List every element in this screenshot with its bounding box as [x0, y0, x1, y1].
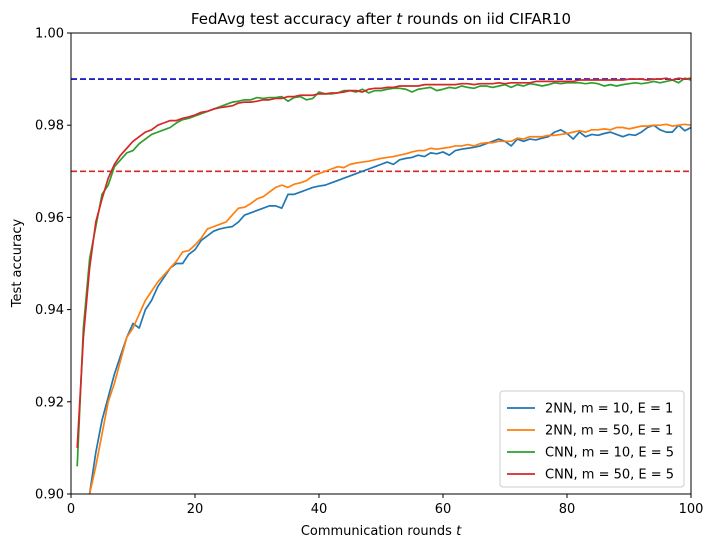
y-tick-label: 0.94 [35, 303, 64, 318]
legend: 2NN, m = 10, E = 1 2NN, m = 50, E = 1 CNN,… [499, 390, 685, 488]
series-line-2 [88, 123, 691, 494]
legend-label: 2NN, m = 50, E = 1 [545, 424, 673, 439]
y-axis-label: Test accuracy [10, 219, 25, 309]
y-tick-label: 0.96 [35, 211, 64, 226]
y-axis: 0.90 0.92 0.94 0.96 0.98 1.00 [35, 27, 71, 503]
reference-lines [71, 78, 691, 173]
plot-frame [70, 32, 692, 495]
series-line-4 [76, 77, 691, 448]
x-axis-label: Communication rounds t [301, 524, 462, 539]
x-tick-label: 40 [311, 502, 328, 517]
x-axis: 0 20 40 60 80 100 [67, 494, 704, 517]
x-tick-label: 60 [435, 502, 452, 517]
x-tick-label: 20 [187, 502, 204, 517]
x-tick-label: 100 [679, 502, 704, 517]
x-tick-label: 0 [67, 502, 75, 517]
y-tick-label: 1.00 [35, 27, 64, 42]
legend-label: CNN, m = 50, E = 5 [545, 468, 674, 483]
legend-box [499, 390, 685, 488]
legend-label: 2NN, m = 10, E = 1 [545, 402, 673, 417]
chart-title: FedAvg test accuracy after t rounds on i… [191, 10, 571, 28]
series-line-1 [88, 124, 691, 494]
x-tick-label: 80 [559, 502, 576, 517]
series-lines [76, 77, 691, 494]
y-tick-label: 0.92 [35, 395, 64, 410]
legend-label: CNN, m = 10, E = 5 [545, 446, 674, 461]
y-tick-label: 0.98 [35, 119, 64, 134]
series-line-3 [76, 77, 691, 467]
y-tick-label: 0.90 [35, 488, 64, 503]
